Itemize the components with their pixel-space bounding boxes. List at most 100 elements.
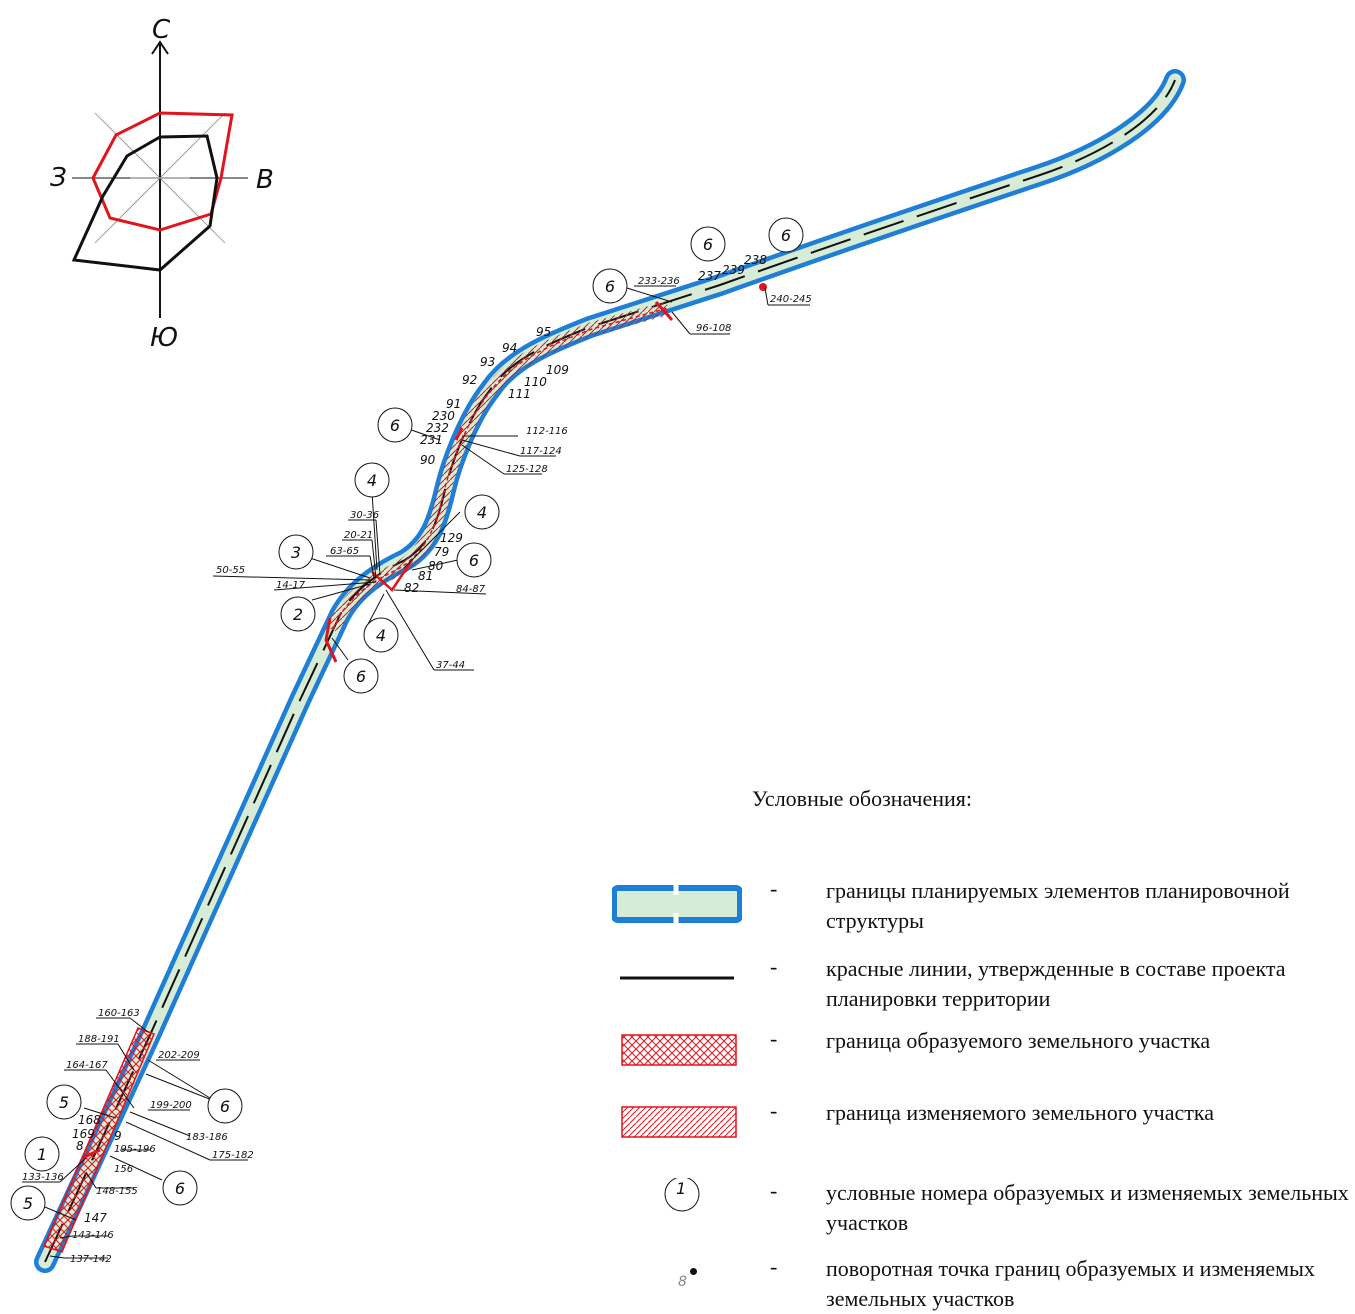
point-label: 183-186 bbox=[186, 1132, 228, 1143]
point-label: 112-116 bbox=[526, 426, 568, 437]
legend-symbol-label: 8 bbox=[678, 1274, 687, 1290]
plot-number: 6 bbox=[220, 1097, 230, 1116]
point-label: 63-65 bbox=[330, 546, 359, 557]
plot-circle bbox=[363, 617, 399, 653]
point-label: 164-167 bbox=[66, 1060, 108, 1071]
point-label: 202-209 bbox=[158, 1050, 200, 1061]
legend-item-formed-plot: - граница образуемого земельного участка bbox=[612, 1026, 1352, 1086]
point-label: 117-124 bbox=[520, 446, 562, 457]
plot-number: 5 bbox=[23, 1194, 33, 1213]
plot-circle bbox=[464, 494, 500, 530]
plot-circle bbox=[354, 462, 390, 498]
legend-item-changed-plot: - граница изменяемого земельного участка bbox=[612, 1098, 1352, 1158]
point-label: 96-108 bbox=[696, 323, 731, 334]
legend-title: Условные обозначения: bbox=[752, 786, 973, 811]
point-label: 50-55 bbox=[216, 565, 245, 576]
point-label: 199-200 bbox=[150, 1100, 192, 1111]
wind-rose-summer bbox=[91, 111, 234, 232]
changed-plot-border bbox=[332, 307, 669, 631]
plot-circle bbox=[456, 542, 492, 578]
point-label: 93 bbox=[480, 355, 495, 369]
point-label: 137-142 bbox=[70, 1254, 112, 1265]
point-label: 232 bbox=[426, 421, 449, 435]
point-label: 231 bbox=[420, 433, 443, 447]
legend-text: красные линии, утвержденные в составе пр… bbox=[826, 956, 1286, 1011]
compass-south-label: Ю bbox=[150, 323, 178, 353]
point-label: 9 bbox=[114, 1129, 122, 1143]
point-label: 238 bbox=[744, 253, 767, 267]
plot-number: 6 bbox=[703, 235, 713, 254]
plot-circle bbox=[592, 268, 628, 304]
point-label: 168 bbox=[78, 1113, 101, 1127]
plot-number: 6 bbox=[356, 667, 366, 686]
point-label: 233-236 bbox=[638, 276, 680, 287]
legend-text: граница образуемого земельного участка bbox=[826, 1028, 1211, 1053]
point-label: 92 bbox=[462, 373, 477, 387]
plot-number: 6 bbox=[781, 226, 791, 245]
plot-number: 4 bbox=[367, 471, 377, 490]
formed-plot-hatch bbox=[42, 1027, 155, 1253]
point-label: 30-36 bbox=[350, 510, 379, 521]
point-label: 80 bbox=[428, 559, 444, 573]
wind-rose-winter bbox=[71, 134, 219, 272]
plot-number: 6 bbox=[175, 1179, 185, 1198]
point-label: 133-136 bbox=[22, 1172, 64, 1183]
plot-circle bbox=[207, 1088, 243, 1124]
point-label: 94 bbox=[502, 341, 517, 355]
plot-circle bbox=[690, 226, 726, 262]
plot-circle bbox=[46, 1084, 82, 1120]
legend-item-planning-boundaries: - границы планируемых элементов планиров… bbox=[612, 876, 1352, 936]
point-label: 129 bbox=[440, 531, 463, 545]
land-plots bbox=[42, 283, 767, 1253]
legend-text: условные номера образуемых и изменяемых … bbox=[826, 1180, 1349, 1235]
plot-circle bbox=[768, 217, 804, 253]
point-label: 81 bbox=[418, 569, 433, 583]
point-label: 230 bbox=[432, 409, 455, 423]
point-label: 79 bbox=[434, 545, 449, 559]
plot-number: 1 bbox=[37, 1145, 47, 1164]
plot-circle bbox=[10, 1185, 46, 1221]
legend-text: граница изменяемого земельного участка bbox=[826, 1100, 1214, 1125]
point-label: 14-17 bbox=[276, 580, 306, 591]
legend-dash: - bbox=[770, 1098, 778, 1123]
legend-item-turning-point: 8 - поворотная точка границ образуемых и… bbox=[612, 1254, 1352, 1314]
plot-number: 6 bbox=[390, 416, 400, 435]
legend-dash: - bbox=[770, 1254, 778, 1279]
point-label: 109 bbox=[546, 363, 569, 377]
legend-dash: - bbox=[770, 1178, 778, 1203]
point-label: 188-191 bbox=[78, 1034, 120, 1045]
point-label: 239 bbox=[722, 263, 745, 277]
point-label: 125-128 bbox=[506, 464, 548, 475]
plot-circle bbox=[162, 1170, 198, 1206]
plot-circle bbox=[278, 534, 314, 570]
point-label: 143-146 bbox=[72, 1230, 114, 1241]
plot-number: 5 bbox=[59, 1093, 69, 1112]
legend-dash: - bbox=[770, 1026, 778, 1051]
point-label: 20-21 bbox=[344, 530, 373, 541]
point-label: 111 bbox=[508, 387, 531, 401]
plot-number: 4 bbox=[477, 503, 487, 522]
plot-circle bbox=[24, 1136, 60, 1172]
plot-number: 6 bbox=[605, 277, 615, 296]
corridor-boundary-icon bbox=[612, 885, 742, 923]
point-label: 84-87 bbox=[456, 584, 486, 595]
point-label: 175-182 bbox=[212, 1150, 254, 1161]
legend-item-plot-numbers: 1 - условные номера образуемых и изменяе… bbox=[612, 1178, 1352, 1238]
plot-number: 2 bbox=[293, 605, 303, 624]
point-label: 82 bbox=[404, 581, 419, 595]
red-line-icon bbox=[620, 976, 734, 980]
wind-rose: С Ю З В bbox=[50, 15, 274, 353]
plot-number: 4 bbox=[376, 626, 386, 645]
point-label: 110 bbox=[524, 375, 547, 389]
compass-east-label: В bbox=[256, 165, 274, 195]
point-label: 240-245 bbox=[770, 294, 812, 305]
point-label: 147 bbox=[84, 1211, 107, 1225]
changed-plot-icon bbox=[621, 1106, 737, 1138]
legend-item-red-lines: - красные линии, утвержденные в составе … bbox=[612, 954, 1352, 1014]
legend-dash: - bbox=[770, 954, 778, 979]
legend-dash: - bbox=[770, 876, 778, 901]
point-label: 8 bbox=[76, 1139, 84, 1153]
